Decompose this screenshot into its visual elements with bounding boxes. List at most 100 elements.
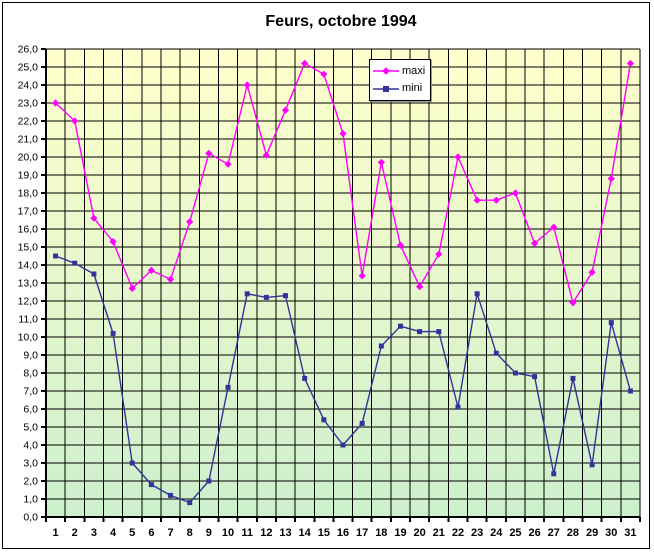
maxi-marker <box>90 214 98 222</box>
maxi-marker <box>339 130 347 138</box>
mini-marker <box>570 375 576 381</box>
mini-marker <box>378 343 384 349</box>
y-tick-label: 21,0 <box>18 134 39 146</box>
maxi-marker <box>243 81 251 89</box>
x-tick-label: 24 <box>490 527 503 539</box>
plot-area: 0,01,02,03,04,05,06,07,08,09,010,011,012… <box>18 44 641 539</box>
chart-frame: Feurs, octobre 1994 0,0 1,0 2,0 3,0 4,0 5,0 6,… <box>2 2 650 549</box>
y-tick-label: 4,0 <box>23 440 38 452</box>
mini-marker <box>321 417 327 423</box>
x-tick-label: 22 <box>452 527 464 539</box>
mini-marker <box>187 500 193 506</box>
y-tick-label: 18,0 <box>18 188 39 200</box>
maxi-marker <box>435 250 443 258</box>
mini-marker <box>608 320 614 326</box>
x-tick-label: 2 <box>72 527 78 539</box>
maxi-marker <box>416 283 424 291</box>
maxi-series-key-icon <box>373 67 399 76</box>
mini-marker <box>283 293 289 299</box>
y-tick-label: 13,0 <box>18 278 39 290</box>
x-tick-label: 15 <box>318 527 330 539</box>
y-tick-label: 10,0 <box>18 332 39 344</box>
mini-marker <box>436 329 442 335</box>
y-tick-label: 24,0 <box>18 80 39 92</box>
maxi-marker <box>224 160 232 168</box>
x-tick-label: 12 <box>260 527 272 539</box>
mini-marker <box>110 330 116 336</box>
maxi-marker <box>588 268 596 276</box>
maxi-marker <box>531 239 539 247</box>
mini-marker <box>589 462 595 468</box>
mini-marker <box>455 404 461 410</box>
x-tick-label: 16 <box>337 527 349 539</box>
y-tick-label: 6,0 <box>23 404 38 416</box>
mini-marker <box>206 478 212 484</box>
x-tick-label: 11 <box>241 527 253 539</box>
maxi-series <box>51 59 635 307</box>
x-tick-label: 6 <box>148 527 154 539</box>
x-tick-label: 29 <box>586 527 598 539</box>
x-tick-label: 17 <box>356 527 368 539</box>
y-tick-label: 7,0 <box>23 386 38 398</box>
y-tick-label: 2,0 <box>23 476 38 488</box>
x-tick-label: 25 <box>509 527 521 539</box>
x-tick-label: 3 <box>91 527 97 539</box>
y-tick-label: 9,0 <box>23 350 38 362</box>
x-tick-label: 14 <box>299 527 312 539</box>
mini-marker <box>417 329 423 335</box>
mini-marker <box>129 460 135 466</box>
y-tick-label: 12,0 <box>18 296 39 308</box>
maxi-marker <box>147 266 155 274</box>
mini-marker <box>512 370 518 376</box>
mini-marker <box>532 374 538 380</box>
mini-marker <box>168 492 174 498</box>
y-tick-label: 3,0 <box>23 458 38 470</box>
x-tick-label: 8 <box>187 527 193 539</box>
maxi-marker <box>301 59 309 67</box>
x-tick-label: 23 <box>471 527 483 539</box>
mini-marker <box>91 271 97 277</box>
maxi-marker <box>281 106 290 114</box>
legend: maxi mini <box>369 59 431 101</box>
maxi-marker <box>454 153 462 161</box>
x-tick-label: 9 <box>206 527 212 539</box>
y-tick-label: 16,0 <box>18 224 39 236</box>
x-tick-label: 18 <box>375 527 387 539</box>
x-tick-label: 21 <box>433 527 445 539</box>
mini-marker <box>148 482 154 488</box>
mini-marker <box>225 384 231 390</box>
y-tick-label: 0,0 <box>23 512 38 524</box>
maxi-marker <box>358 272 366 280</box>
maxi-marker <box>550 223 558 231</box>
x-tick-label: 30 <box>605 527 617 539</box>
maxi-marker <box>262 151 270 159</box>
mini-marker <box>397 323 403 329</box>
x-tick-label: 4 <box>110 527 117 539</box>
x-tick-label: 5 <box>129 527 135 539</box>
maxi-marker <box>492 196 500 204</box>
x-tick-labels: 1 2 3 4 5 6 7 8 9 10 11 12 13 14 15 16 17 18 19 20 21 22 23 24 2… <box>53 527 637 539</box>
mini-marker <box>72 260 78 266</box>
x-tick-label: 19 <box>394 527 406 539</box>
y-tick-label: 15,0 <box>18 242 39 254</box>
maxi-marker <box>607 175 615 183</box>
maxi-marker <box>128 284 136 292</box>
maxi-marker <box>569 299 577 307</box>
maxi-marker <box>320 70 328 78</box>
maxi-marker <box>51 99 60 107</box>
y-tick-labels: 0,0 1,0 2,0 3,0 4,0 5,0 6,0 7,0 8,0 9,0 10,0 11,0 12… <box>18 44 39 524</box>
mini-marker <box>244 291 250 297</box>
legend-item-maxi: maxi <box>373 64 427 78</box>
x-tick-label: 7 <box>167 527 173 539</box>
mini-marker <box>302 375 308 381</box>
x-tick-label: 26 <box>528 527 540 539</box>
axes <box>41 48 641 522</box>
legend-label-maxi: maxi <box>402 64 426 77</box>
y-tick-label: 17,0 <box>18 206 39 218</box>
y-tick-label: 5,0 <box>23 422 38 434</box>
x-tick-label: 1 <box>53 527 59 539</box>
maxi-marker <box>71 117 79 125</box>
y-tick-label: 23,0 <box>18 98 39 110</box>
y-tick-label: 8,0 <box>23 368 38 380</box>
x-tick-label: 20 <box>414 527 426 539</box>
